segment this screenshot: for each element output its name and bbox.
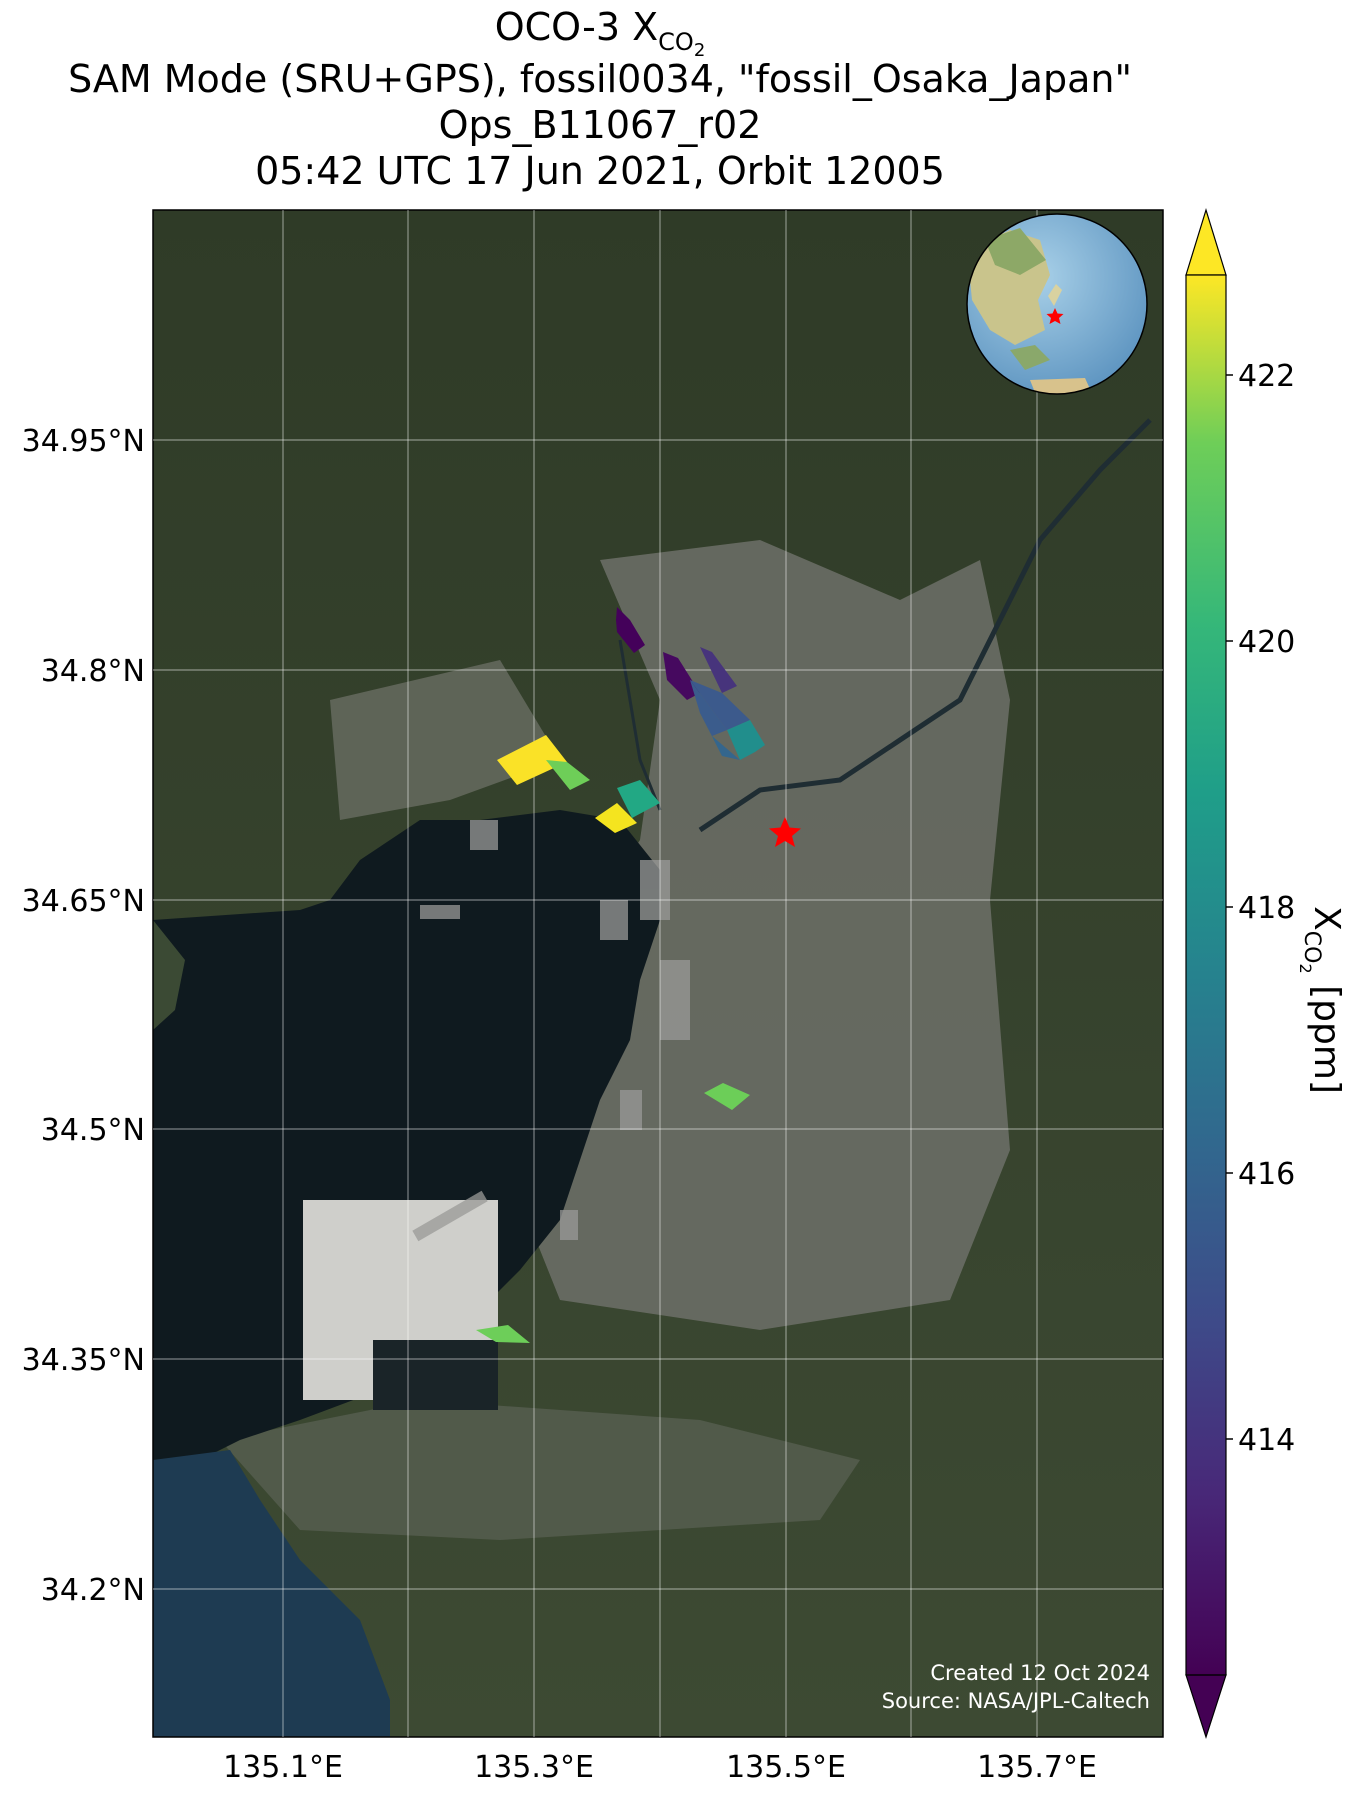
- osaka-bay: [153, 810, 660, 1470]
- colorbar-tick: 414: [1238, 1423, 1295, 1458]
- figure-title: OCO-3 XCO2: [0, 4, 1200, 74]
- colorbar-tick-marks: [1226, 374, 1233, 1440]
- urban-area-west: [330, 660, 560, 820]
- globe-outline: [966, 213, 1148, 395]
- lon-label: 135.5°E: [726, 1750, 846, 1785]
- colorbar-gradient: [1186, 275, 1226, 1675]
- lon-label: 135.1°E: [223, 1750, 343, 1785]
- sounding: [476, 1325, 530, 1343]
- sounding: [595, 803, 637, 833]
- sounding: [727, 720, 765, 760]
- sounding: [546, 760, 590, 790]
- colorbar-tick: 420: [1238, 625, 1295, 660]
- lon-label: 135.7°E: [977, 1750, 1097, 1785]
- colorbar-label: XCO2 [ppm]: [1296, 906, 1347, 1094]
- sounding: [700, 647, 737, 693]
- urban-area: [500, 540, 1010, 1330]
- lat-label: 34.95°N: [22, 424, 145, 459]
- china-landmass: [985, 228, 1046, 275]
- colorbar-tick: 422: [1238, 359, 1295, 394]
- colorbar: 422 420 418 416 414 XCO2 [ppm]: [1185, 207, 1347, 1739]
- title-line-3: Ops_B11067_r02: [438, 103, 762, 147]
- latitude-labels: 34.95°N 34.8°N 34.65°N 34.5°N 34.35°N 34…: [22, 424, 145, 1608]
- lat-label: 34.65°N: [22, 884, 145, 919]
- yodo-river: [698, 418, 1152, 833]
- title-subscript: CO2: [658, 28, 706, 61]
- sounding: [497, 735, 567, 785]
- lat-label: 34.5°N: [41, 1113, 145, 1148]
- kanzaki-river: [618, 639, 662, 811]
- globe-target-star-icon: [1046, 308, 1064, 324]
- satellite-basemap: [153, 210, 1163, 1737]
- australia-landmass: [1030, 378, 1095, 394]
- title-prefix: OCO-3 X: [494, 5, 659, 49]
- longitude-labels: 135.1°E 135.3°E 135.5°E 135.7°E: [223, 1750, 1097, 1785]
- lat-label: 34.2°N: [41, 1573, 145, 1608]
- colorbar-frame: [1185, 274, 1227, 1676]
- target-star-icon: [769, 817, 801, 847]
- title-line-4: 05:42 UTC 17 Jun 2021, Orbit 12005: [255, 149, 945, 193]
- port-piers: [412, 820, 690, 1242]
- urban-area-south: [220, 1400, 860, 1540]
- indonesia-landmass: [1010, 345, 1050, 370]
- globe-inset: [966, 213, 1148, 395]
- map-frame: [152, 209, 1164, 1738]
- kii-channel: [153, 1450, 390, 1737]
- title-line-2: SAM Mode (SRU+GPS), fossil0034, "fossil_…: [68, 57, 1132, 101]
- awaji-island: [153, 920, 185, 1030]
- sounding: [704, 1083, 750, 1110]
- sounding: [690, 680, 727, 736]
- water-tile: [373, 1340, 498, 1410]
- lon-label: 135.3°E: [474, 1750, 594, 1785]
- sounding: [690, 680, 750, 730]
- colorbar-extend-min: [1185, 1674, 1227, 1739]
- sounding: [617, 780, 660, 818]
- xco2-soundings: [476, 607, 765, 1343]
- sounding: [663, 652, 700, 700]
- credit-created: Created 12 Oct 2024: [930, 1661, 1150, 1685]
- credit-source: Source: NASA/JPL-Caltech: [882, 1689, 1150, 1713]
- sounding: [700, 713, 740, 760]
- colorbar-tick: 418: [1238, 891, 1295, 926]
- lat-label: 34.35°N: [22, 1343, 145, 1378]
- japan-landmass: [1048, 284, 1062, 306]
- lat-label: 34.8°N: [41, 654, 145, 689]
- graticule: [153, 210, 1163, 1737]
- colorbar-tick: 416: [1238, 1157, 1295, 1192]
- sounding: [616, 607, 645, 653]
- colorbar-extend-max: [1185, 207, 1227, 276]
